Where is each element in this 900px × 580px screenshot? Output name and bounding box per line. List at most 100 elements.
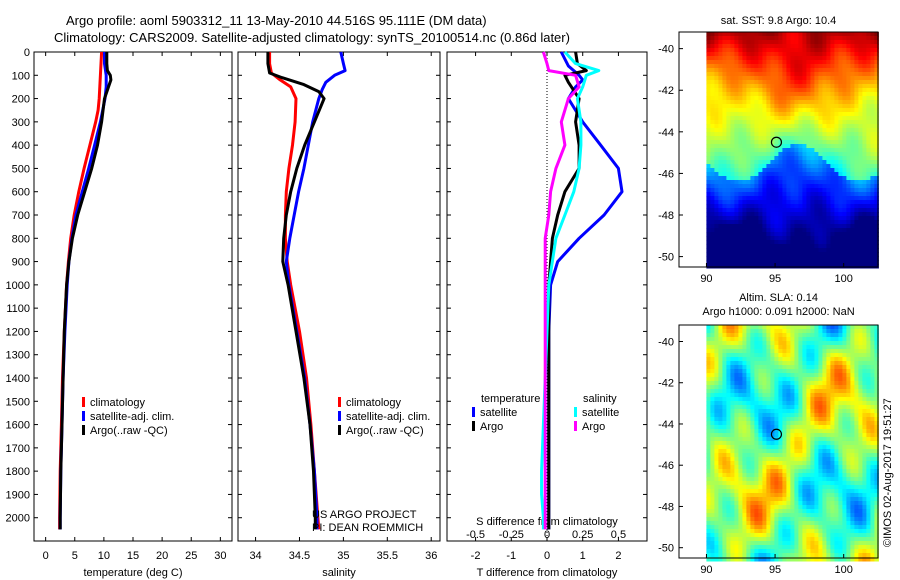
map-cell [750, 92, 755, 97]
map-cell [846, 260, 851, 265]
map-cell [766, 433, 771, 438]
map-cell [838, 180, 843, 185]
map-cell [798, 497, 803, 502]
map-cell [798, 357, 803, 362]
map-cell [874, 132, 879, 137]
map-cell [874, 240, 879, 245]
map-cell [738, 441, 743, 446]
map-cell [762, 437, 767, 442]
map-cell [798, 184, 803, 189]
map-cell [730, 393, 735, 398]
map-cell [870, 425, 875, 430]
map-cell [742, 240, 747, 245]
map-cell [794, 72, 799, 77]
map-cell [774, 40, 779, 45]
map-cell [770, 497, 775, 502]
map-cell [790, 461, 795, 466]
map-cell [838, 116, 843, 121]
map-cell [806, 465, 811, 470]
map-cell [750, 477, 755, 482]
map-cell [870, 136, 875, 141]
map-cell [714, 236, 719, 241]
map-cell [830, 92, 835, 97]
map-cell [794, 228, 799, 233]
map-cell [742, 128, 747, 133]
map-cell [770, 36, 775, 41]
map-cell [834, 92, 839, 97]
map-cell [818, 216, 823, 221]
map-cell [710, 385, 715, 390]
map-cell [814, 192, 819, 197]
map-cell [730, 485, 735, 490]
map-cell [714, 521, 719, 526]
map-cell [762, 224, 767, 229]
map-cell [810, 505, 815, 510]
map-cell [866, 497, 871, 502]
map-cell [842, 369, 847, 374]
map-cell [866, 60, 871, 65]
map-cell [790, 176, 795, 181]
map-cell [802, 96, 807, 101]
map-cell [790, 413, 795, 418]
map-cell [722, 260, 727, 265]
map-cell [798, 264, 803, 269]
map-cell [814, 68, 819, 73]
map-cell [850, 260, 855, 265]
map-cell [854, 349, 859, 354]
map-cell [862, 341, 867, 346]
map-cell [762, 80, 767, 85]
map-cell [778, 425, 783, 430]
map-cell [854, 184, 859, 189]
map-cell [834, 252, 839, 257]
map-cell [714, 128, 719, 133]
map-cell [758, 329, 763, 334]
map-cell [782, 36, 787, 41]
map-cell [750, 228, 755, 233]
map-cell [750, 104, 755, 109]
map-cell [782, 156, 787, 161]
map-cell [750, 349, 755, 354]
map-cell [786, 345, 791, 350]
map-cell [862, 100, 867, 105]
map-cell [718, 453, 723, 458]
map-cell [818, 136, 823, 141]
map-cell [750, 385, 755, 390]
map-cell [838, 521, 843, 526]
map-cell [790, 80, 795, 85]
map-cell [870, 232, 875, 237]
map-cell [870, 240, 875, 245]
map-cell [766, 361, 771, 366]
map-cell [714, 477, 719, 482]
map-cell [734, 72, 739, 77]
map-cell [866, 361, 871, 366]
map-cell [870, 100, 875, 105]
map-cell [738, 232, 743, 237]
map-cell [790, 465, 795, 470]
map-cell [858, 80, 863, 85]
map-cell [750, 140, 755, 145]
map-cell [786, 525, 791, 530]
map-cell [862, 365, 867, 370]
map-cell [818, 477, 823, 482]
map-cell [818, 264, 823, 269]
map-cell [782, 76, 787, 81]
map-cell [730, 329, 735, 334]
map-cell [774, 433, 779, 438]
map-cell [730, 493, 735, 498]
map-cell [802, 108, 807, 113]
map-cell [710, 433, 715, 438]
map-cell [810, 88, 815, 93]
map-cell [786, 212, 791, 217]
map-cell [774, 168, 779, 173]
map-cell [858, 148, 863, 153]
map-cell [774, 72, 779, 77]
map-cell [862, 377, 867, 382]
map-cell [830, 473, 835, 478]
map-cell [826, 441, 831, 446]
map-cell [850, 224, 855, 229]
map-cell [782, 172, 787, 177]
map-cell [714, 485, 719, 490]
map-cell [798, 36, 803, 41]
map-cell [798, 52, 803, 57]
map-cell [714, 345, 719, 350]
